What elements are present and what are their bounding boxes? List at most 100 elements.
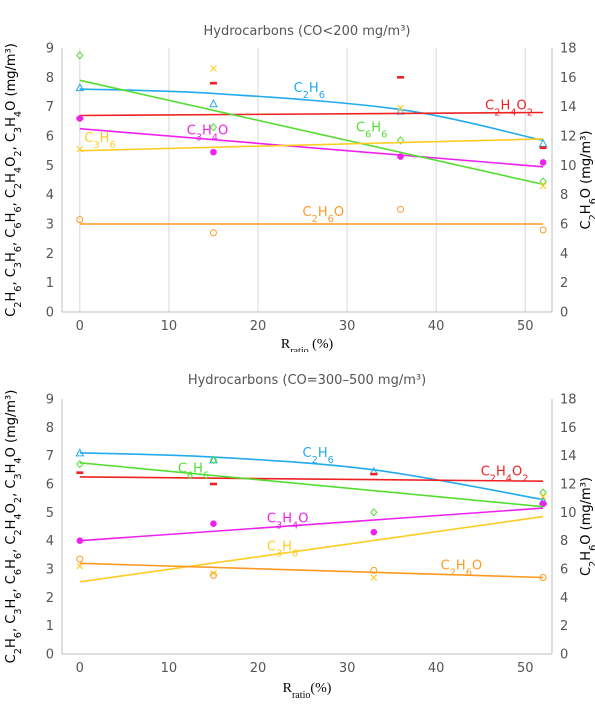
data-point-c3h4o xyxy=(210,520,217,527)
y-left-tick-label: 9 xyxy=(46,393,54,408)
data-point-c3h4o xyxy=(370,528,378,536)
y-axis-right-title: C2H6O (mg/m³) xyxy=(579,477,595,576)
trendline-c3h4o xyxy=(79,507,544,542)
data-point-c3h4o xyxy=(539,159,547,166)
trendline-c6h6 xyxy=(79,462,544,508)
y-left-tick-label: 8 xyxy=(46,421,54,436)
series-label-c3h6: C3H6 xyxy=(84,131,115,151)
data-point-c6h6 xyxy=(539,177,547,186)
chart-co-300-500: Hydrocarbons (CO=300–500 mg/m³)0 10 20 30 40… xyxy=(4,373,595,701)
data-point-c3h6 xyxy=(397,104,404,112)
data-point-c3h6 xyxy=(76,562,84,570)
y-right-tick-label: 6 xyxy=(560,218,568,233)
x-axis-title: Rratio (%) xyxy=(281,337,334,352)
y-right-tick-label: 12 xyxy=(560,478,577,493)
chart-title: Hydrocarbons (CO<200 mg/m³) xyxy=(203,24,410,39)
y-left-tick-label: 7 xyxy=(46,100,54,115)
y-right-tick-label: 0 xyxy=(560,306,568,321)
trendline-c6h6 xyxy=(79,79,544,186)
data-point-c2h6o xyxy=(209,229,217,237)
y-left-tick-label: 3 xyxy=(46,563,54,578)
y-right-tick-label: 18 xyxy=(560,393,577,408)
y-axis-left-title: C2H6, C3H6, C6H6, C2H4O2, C3H4O (mg/m³) xyxy=(4,43,24,317)
trendline-c3h6 xyxy=(79,515,544,583)
data-point-c2h6o xyxy=(370,566,378,574)
y-right-tick-label: 12 xyxy=(560,130,577,145)
y-left-tick-label: 5 xyxy=(46,506,54,521)
y-left-tick-label: 7 xyxy=(46,449,54,464)
data-point-c2h4o2 xyxy=(209,482,217,486)
chart-title: Hydrocarbons (CO=300–500 mg/m³) xyxy=(188,373,426,388)
data-point-c3h4o xyxy=(397,153,404,160)
series-label-c6h6: C6H6 xyxy=(356,121,387,141)
data-point-c6h6 xyxy=(370,508,378,517)
x-tick-label: 40 xyxy=(428,319,445,334)
trendline-c3h6 xyxy=(79,138,544,152)
series-c6h6: C6H6 xyxy=(76,51,547,186)
series-c3h6: C3H6 xyxy=(76,493,547,583)
y-left-tick-label: 8 xyxy=(46,71,54,86)
series-c2h6o: C2H6O xyxy=(76,205,547,237)
series-label-c2h6o: C2H6O xyxy=(303,205,345,225)
data-point-c2h4o2 xyxy=(370,472,378,476)
series-label-c2h6o: C2H6O xyxy=(441,559,483,579)
data-point-c2h4o2 xyxy=(76,471,84,474)
trendline-c2h4o2 xyxy=(79,476,544,482)
y-left-tick-label: 4 xyxy=(46,534,54,549)
data-point-c6h6 xyxy=(209,455,218,465)
series-c3h6: C3H6 xyxy=(76,65,547,190)
trendline-c2h6 xyxy=(79,452,544,501)
y-left-tick-label: 0 xyxy=(46,306,54,321)
series-label-c6h6: C6H6 xyxy=(178,462,209,482)
series-label-c2h6: C2H6 xyxy=(303,446,334,466)
x-tick-label: 40 xyxy=(428,661,445,676)
data-point-c2h6o xyxy=(209,571,217,579)
x-tick-label: 20 xyxy=(250,661,267,676)
y-axis-right-title: C2H6O (mg/m³) xyxy=(579,131,595,230)
series-c2h6o: C2H6O xyxy=(76,555,547,581)
y-right-tick-label: 10 xyxy=(560,506,577,521)
y-right-tick-label: 8 xyxy=(560,188,568,203)
series-c3h4o: C3H4O xyxy=(76,115,547,168)
trendline-c2h4o2 xyxy=(79,111,544,117)
y-right-tick-label: 10 xyxy=(560,159,577,174)
data-point-c2h6 xyxy=(75,83,85,92)
series-label-c2h4o2: C2H4O2 xyxy=(485,99,533,119)
data-point-c2h6 xyxy=(538,138,548,147)
data-point-c2h6o xyxy=(76,216,84,224)
y-right-tick-label: 14 xyxy=(560,449,577,464)
x-tick-label: 50 xyxy=(517,661,534,676)
data-point-c3h6 xyxy=(370,574,378,581)
y-left-tick-label: 3 xyxy=(46,218,54,233)
x-tick-label: 20 xyxy=(250,319,267,334)
series-label-c3h6: C3H6 xyxy=(267,540,298,560)
data-point-c3h6 xyxy=(539,493,547,501)
y-left-tick-label: 9 xyxy=(46,42,54,57)
data-point-c2h6 xyxy=(75,448,85,457)
x-tick-label: 0 xyxy=(76,319,84,334)
y-left-tick-label: 2 xyxy=(46,591,54,606)
x-tick-label: 30 xyxy=(339,661,356,676)
data-point-c3h4o xyxy=(76,537,84,544)
y-left-tick-label: 4 xyxy=(46,188,54,203)
series-label-c2h4o2: C2H4O2 xyxy=(481,465,529,485)
x-tick-label: 0 xyxy=(76,661,84,676)
data-point-c3h4o xyxy=(210,148,217,156)
y-right-tick-label: 8 xyxy=(560,534,568,549)
chart-co-below-200: Hydrocarbons (CO<200 mg/m³)0 10 20 30 40 5001… xyxy=(4,24,595,352)
series-c2h4o2: C2H4O2 xyxy=(76,465,547,506)
x-tick-label: 50 xyxy=(517,319,534,334)
y-left-tick-label: 1 xyxy=(46,619,54,634)
data-point-c3h6 xyxy=(210,569,217,577)
y-right-tick-label: 18 xyxy=(560,42,577,57)
data-point-c2h4o2 xyxy=(397,76,405,79)
trendline-c2h6 xyxy=(79,88,544,142)
trendline-c2h6o xyxy=(79,562,544,579)
y-left-tick-label: 0 xyxy=(46,648,54,663)
data-point-c6h6 xyxy=(76,51,84,60)
y-right-tick-label: 4 xyxy=(560,591,568,606)
data-point-c2h4o2 xyxy=(209,81,217,85)
x-axis-title: Rratio(%) xyxy=(283,681,332,701)
y-left-tick-label: 1 xyxy=(46,276,54,291)
